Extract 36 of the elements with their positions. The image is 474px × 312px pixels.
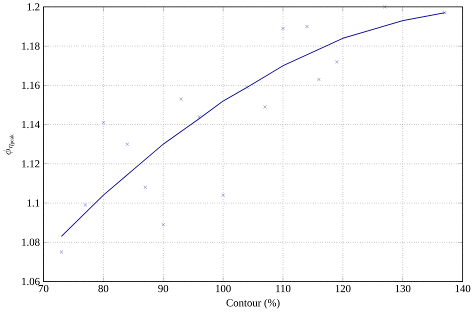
point — [281, 26, 285, 30]
point — [317, 78, 321, 82]
x-tick-label: 80 — [98, 284, 108, 292]
y-tick-label: 1.12 — [22, 160, 40, 168]
y-tick-label: 1.18 — [22, 42, 40, 50]
point — [126, 142, 130, 146]
point — [245, 86, 249, 90]
y-tick-label: 1.1 — [28, 199, 40, 207]
y-tick-label: 1.06 — [22, 278, 40, 286]
x-tick-label: 140 — [456, 284, 470, 292]
x-tick-label: 130 — [396, 284, 410, 292]
x-tick-label: 120 — [336, 284, 351, 292]
y-tick-label: 1.2 — [28, 3, 40, 11]
point — [102, 120, 106, 124]
point — [144, 186, 147, 190]
point — [442, 11, 446, 15]
point — [197, 115, 201, 118]
point — [383, 5, 387, 9]
x-tick-label: 90 — [158, 284, 168, 292]
point — [305, 24, 309, 28]
point — [221, 194, 225, 197]
x-axis-title: Contour (%) — [226, 298, 280, 309]
point — [84, 203, 88, 207]
y-axis-title: $\phi_{\eta_{\mathrm{peak}}}$ — [3, 134, 14, 155]
point — [179, 97, 183, 101]
x-tick-label: 70 — [38, 284, 48, 292]
line-series — [60, 12, 446, 237]
point — [162, 222, 165, 226]
point — [60, 250, 64, 254]
y-tick-label: 1.08 — [22, 238, 40, 246]
point — [335, 60, 339, 64]
y-tick-label: 1.14 — [22, 120, 40, 128]
point — [263, 105, 267, 109]
y-tick-label: 1.16 — [22, 82, 40, 90]
x-tick-label: 100 — [216, 284, 231, 292]
x-tick-label: 110 — [276, 284, 290, 292]
